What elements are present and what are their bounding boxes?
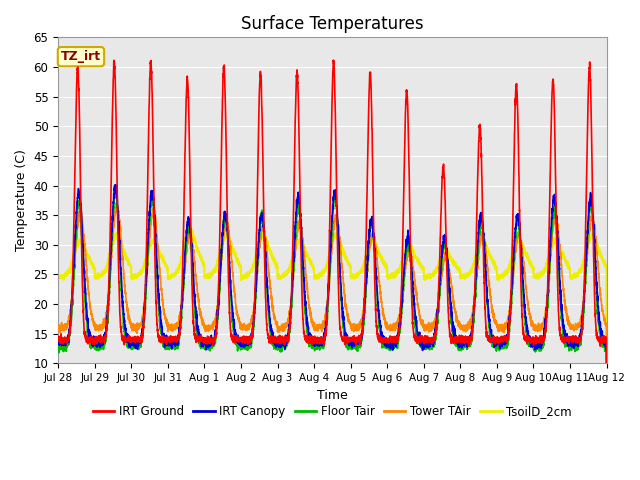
Title: Surface Temperatures: Surface Temperatures [241,15,424,33]
Text: TZ_irt: TZ_irt [61,50,101,63]
Legend: IRT Ground, IRT Canopy, Floor Tair, Tower TAir, TsoilD_2cm: IRT Ground, IRT Canopy, Floor Tair, Towe… [88,400,577,423]
Y-axis label: Temperature (C): Temperature (C) [15,149,28,252]
X-axis label: Time: Time [317,389,348,402]
